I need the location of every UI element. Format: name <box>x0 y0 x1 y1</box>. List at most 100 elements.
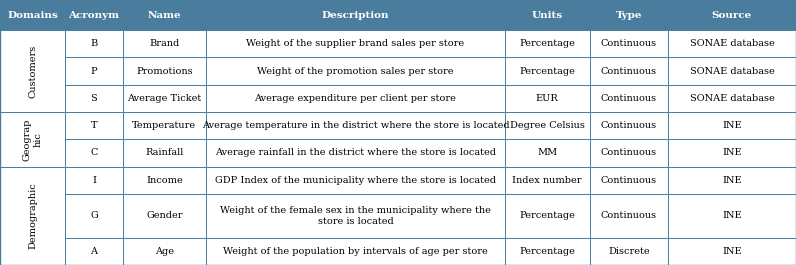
Text: C: C <box>90 148 98 157</box>
Bar <box>505 85 590 112</box>
Bar <box>123 85 206 112</box>
Text: Continuous: Continuous <box>601 148 657 157</box>
Text: Average expenditure per client per store: Average expenditure per client per store <box>255 94 456 103</box>
Text: Promotions: Promotions <box>136 67 193 76</box>
Text: Acronym: Acronym <box>68 11 119 20</box>
Text: T: T <box>91 121 97 130</box>
Bar <box>505 238 590 265</box>
Text: Type: Type <box>615 11 642 20</box>
Text: Discrete: Discrete <box>608 247 650 256</box>
Text: Source: Source <box>712 11 752 20</box>
Text: Continuous: Continuous <box>601 121 657 130</box>
Text: Weight of the supplier brand sales per store: Weight of the supplier brand sales per s… <box>246 39 465 48</box>
Bar <box>206 194 505 238</box>
Bar <box>668 194 796 238</box>
Text: B: B <box>90 39 98 48</box>
Text: Percentage: Percentage <box>519 67 576 76</box>
Bar <box>65 85 123 112</box>
Text: SONAE database: SONAE database <box>689 67 775 76</box>
Bar <box>505 112 590 139</box>
Text: SONAE database: SONAE database <box>689 94 775 103</box>
Bar <box>505 0 590 30</box>
Bar <box>65 139 123 167</box>
Bar <box>65 194 123 238</box>
Text: INE: INE <box>722 121 742 130</box>
Text: Weight of the female sex in the municipality where the
store is located: Weight of the female sex in the municipa… <box>220 206 491 226</box>
Text: Index number: Index number <box>513 176 582 185</box>
Text: Continuous: Continuous <box>601 176 657 185</box>
Bar <box>505 139 590 167</box>
Bar <box>206 0 505 30</box>
Bar <box>123 139 206 167</box>
Text: Customers: Customers <box>28 45 37 98</box>
Bar <box>590 194 668 238</box>
Bar <box>206 85 505 112</box>
Text: Weight of the population by intervals of age per store: Weight of the population by intervals of… <box>223 247 488 256</box>
Text: MM: MM <box>537 148 557 157</box>
Bar <box>65 30 123 57</box>
Text: INE: INE <box>722 211 742 220</box>
Text: Continuous: Continuous <box>601 39 657 48</box>
Text: Brand: Brand <box>149 39 180 48</box>
Text: SONAE database: SONAE database <box>689 39 775 48</box>
Bar <box>590 167 668 194</box>
Text: Average rainfall in the district where the store is located: Average rainfall in the district where t… <box>215 148 496 157</box>
Text: Domains: Domains <box>7 11 58 20</box>
Text: Geograp
hic: Geograp hic <box>23 118 42 161</box>
Text: Rainfall: Rainfall <box>145 148 184 157</box>
Text: INE: INE <box>722 247 742 256</box>
Bar <box>123 30 206 57</box>
Text: Average temperature in the district where the store is located: Average temperature in the district wher… <box>201 121 509 130</box>
Bar <box>123 112 206 139</box>
Text: Continuous: Continuous <box>601 94 657 103</box>
Bar <box>505 167 590 194</box>
Bar <box>206 238 505 265</box>
Bar <box>65 57 123 85</box>
Text: Continuous: Continuous <box>601 211 657 220</box>
Bar <box>206 57 505 85</box>
Text: Description: Description <box>322 11 389 20</box>
Text: S: S <box>91 94 97 103</box>
Text: Average Ticket: Average Ticket <box>127 94 201 103</box>
Bar <box>123 238 206 265</box>
Bar <box>668 0 796 30</box>
Text: Name: Name <box>147 11 181 20</box>
Bar <box>123 57 206 85</box>
Bar <box>123 167 206 194</box>
Bar <box>590 0 668 30</box>
Bar <box>590 57 668 85</box>
Text: A: A <box>91 247 97 256</box>
Text: GDP Index of the municipality where the store is located: GDP Index of the municipality where the … <box>215 176 496 185</box>
Text: Temperature: Temperature <box>132 121 197 130</box>
Text: Income: Income <box>146 176 183 185</box>
Text: Degree Celsius: Degree Celsius <box>509 121 585 130</box>
Text: Percentage: Percentage <box>519 39 576 48</box>
Bar <box>0 0 65 30</box>
Bar <box>123 0 206 30</box>
Text: Percentage: Percentage <box>519 247 576 256</box>
Text: Continuous: Continuous <box>601 67 657 76</box>
Bar <box>206 30 505 57</box>
Bar <box>0 112 65 167</box>
Bar <box>206 139 505 167</box>
Bar <box>65 0 123 30</box>
Bar <box>505 194 590 238</box>
Bar <box>0 167 65 265</box>
Bar <box>668 167 796 194</box>
Bar <box>668 30 796 57</box>
Bar <box>65 112 123 139</box>
Text: Units: Units <box>532 11 563 20</box>
Bar <box>206 112 505 139</box>
Text: Demographic: Demographic <box>28 182 37 249</box>
Bar <box>668 139 796 167</box>
Bar <box>590 85 668 112</box>
Text: I: I <box>92 176 96 185</box>
Bar <box>590 30 668 57</box>
Text: P: P <box>91 67 97 76</box>
Bar <box>668 85 796 112</box>
Bar <box>123 194 206 238</box>
Text: Weight of the promotion sales per store: Weight of the promotion sales per store <box>257 67 454 76</box>
Bar <box>65 167 123 194</box>
Text: Percentage: Percentage <box>519 211 576 220</box>
Text: INE: INE <box>722 176 742 185</box>
